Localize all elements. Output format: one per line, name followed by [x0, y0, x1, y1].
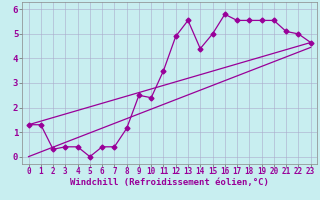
X-axis label: Windchill (Refroidissement éolien,°C): Windchill (Refroidissement éolien,°C)	[70, 178, 269, 187]
